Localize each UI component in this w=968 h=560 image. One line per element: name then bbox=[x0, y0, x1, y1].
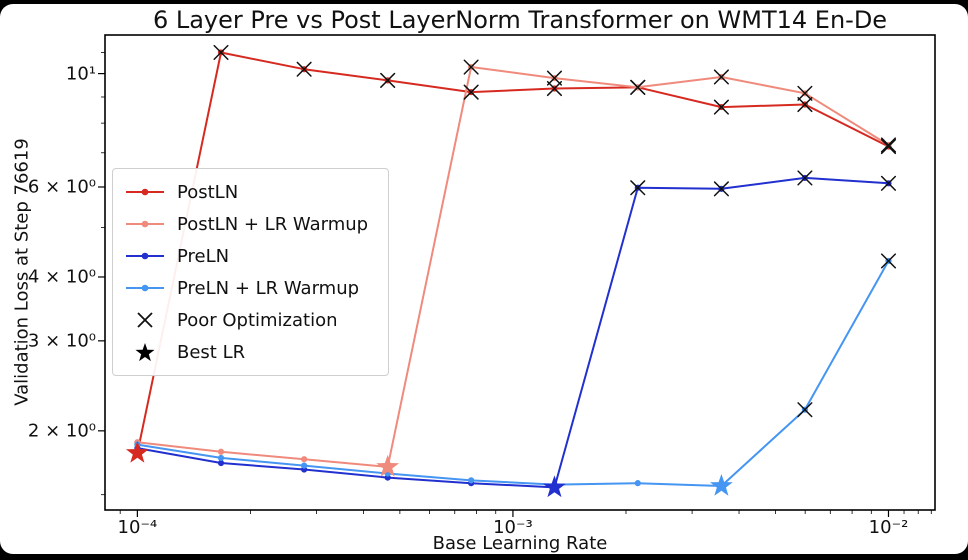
poor-optimization-x-marker bbox=[880, 253, 897, 269]
series-line bbox=[137, 66, 890, 468]
poor-optimization-x-marker bbox=[797, 96, 813, 113]
legend-label: PreLN bbox=[177, 245, 230, 267]
data-point-dot bbox=[634, 480, 641, 487]
poor-optimization-x-marker bbox=[213, 44, 229, 61]
legend-label: PostLN bbox=[177, 181, 239, 203]
legend-row: Poor Optimization bbox=[123, 304, 368, 336]
x-axis-label: Base Learning Rate bbox=[432, 533, 608, 554]
poor-optimization-x-marker bbox=[463, 84, 479, 100]
data-point-dot bbox=[468, 477, 475, 484]
y-tick-label: 6 × 10⁰ bbox=[27, 176, 96, 198]
poor-optimization-x-marker bbox=[296, 61, 312, 77]
legend: PostLN PostLN + LR Warmup PreLN PreLN + LR … bbox=[112, 168, 390, 376]
legend-row: Best LR bbox=[123, 336, 368, 368]
x-tick-label: 10⁻⁴ bbox=[117, 517, 158, 538]
poor-optimization-x-marker bbox=[713, 181, 729, 197]
poor-optimization-x-marker bbox=[630, 180, 646, 196]
x-marker-glyph bbox=[137, 312, 153, 328]
data-point-dot bbox=[217, 454, 225, 462]
poor-optimization-x-marker bbox=[797, 85, 813, 101]
best-lr-star-marker bbox=[709, 473, 733, 496]
best-lr-star-marker bbox=[543, 475, 566, 498]
poor-optimization-x-marker bbox=[797, 170, 813, 186]
series-line bbox=[137, 260, 890, 487]
poor-optimization-x-marker bbox=[880, 138, 897, 155]
poor-optimization-x-marker bbox=[546, 70, 563, 86]
y-tick-label: 10¹ bbox=[65, 63, 96, 85]
data-point-dot bbox=[301, 462, 308, 469]
legend-label: Best LR bbox=[177, 341, 246, 363]
y-tick-label: 3 × 10⁰ bbox=[27, 330, 96, 352]
x-tick-label: 10⁻² bbox=[868, 517, 909, 538]
legend-dot bbox=[141, 220, 149, 228]
poor-optimization-x-marker bbox=[630, 79, 646, 95]
legend-label: PostLN + LR Warmup bbox=[177, 213, 369, 235]
y-tick-label: 4 × 10⁰ bbox=[27, 266, 96, 288]
poor-optimization-x-marker bbox=[880, 137, 897, 153]
data-point-dot bbox=[217, 448, 225, 455]
axes-frame bbox=[104, 34, 936, 511]
legend-label: Poor Optimization bbox=[177, 309, 338, 331]
series-line bbox=[137, 176, 889, 489]
legend-line-marker bbox=[126, 188, 164, 196]
star-marker-glyph bbox=[135, 343, 155, 362]
series-line bbox=[136, 51, 889, 454]
legend-line-marker bbox=[126, 284, 164, 292]
best-lr-star-icon bbox=[135, 343, 155, 362]
legend-dot bbox=[141, 252, 149, 260]
best-lr-star-marker bbox=[125, 440, 149, 463]
poor-optimization-x-marker bbox=[713, 99, 729, 115]
legend-row: PreLN bbox=[123, 240, 368, 272]
x-tick-label: 10⁻³ bbox=[493, 517, 533, 538]
legend-dot bbox=[141, 284, 149, 292]
poor-optimization-x-marker bbox=[546, 80, 563, 97]
poor-optimization-x-marker bbox=[380, 72, 396, 88]
legend-line-marker bbox=[126, 252, 164, 260]
poor-optimization-x-marker bbox=[880, 175, 897, 191]
y-tick-label: 2 × 10⁰ bbox=[27, 420, 96, 442]
legend-row: PreLN + LR Warmup bbox=[123, 272, 368, 304]
legend-line-marker bbox=[126, 220, 164, 228]
poor-optimization-x-icon bbox=[137, 312, 153, 328]
poor-optimization-x-marker bbox=[797, 402, 813, 418]
data-point-dot bbox=[217, 459, 225, 467]
legend-dot bbox=[141, 188, 149, 196]
best-lr-star-marker bbox=[376, 454, 400, 477]
chart-title: 6 Layer Pre vs Post LayerNorm Transforme… bbox=[152, 6, 888, 34]
poor-optimization-x-marker bbox=[713, 69, 729, 85]
legend-row: PostLN bbox=[123, 176, 368, 208]
poor-optimization-x-marker bbox=[463, 59, 479, 75]
legend-row: PostLN + LR Warmup bbox=[123, 208, 368, 240]
legend-label: PreLN + LR Warmup bbox=[177, 277, 360, 299]
data-point-dot bbox=[301, 456, 308, 463]
